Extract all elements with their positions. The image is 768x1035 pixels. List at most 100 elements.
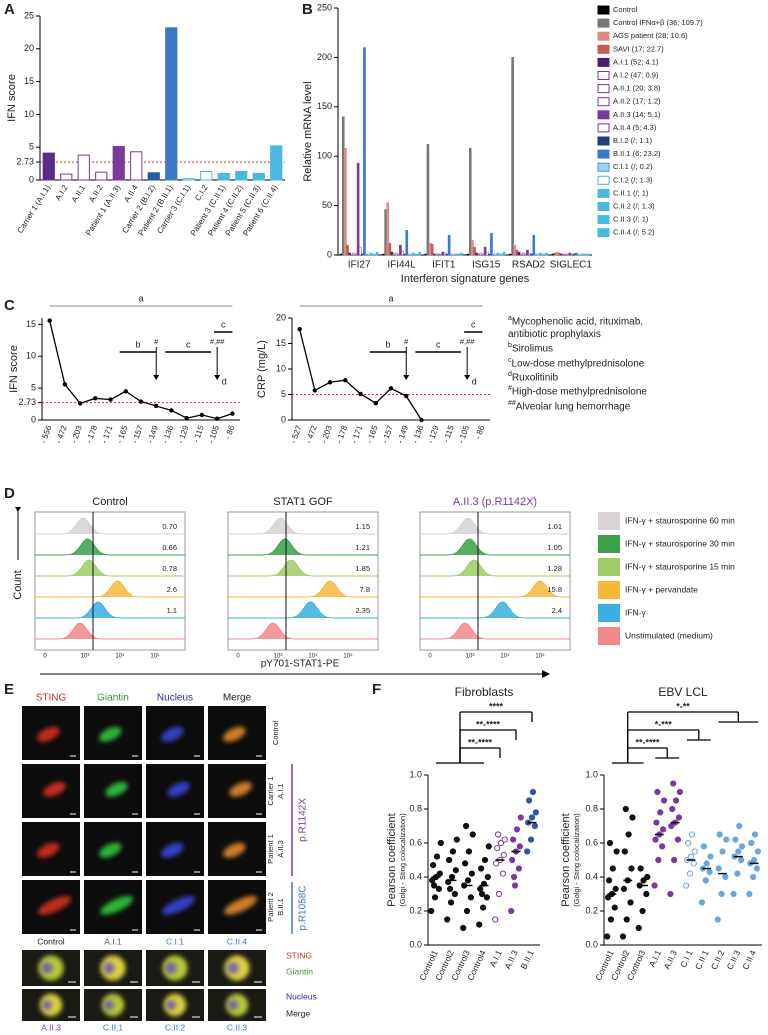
data-point (723, 836, 730, 843)
cell-signal (38, 895, 72, 915)
data-point (651, 882, 658, 889)
legend-swatch (597, 31, 610, 41)
bar (587, 253, 591, 256)
bar (407, 253, 411, 256)
data-point (430, 882, 438, 889)
legend-label: Control IFNα+β (36; 109.7) (613, 18, 703, 27)
x-tick-label: - 556 (39, 424, 54, 445)
flow-x-tick-label: 10³ (466, 654, 475, 660)
column-header: Nucleus (157, 693, 193, 704)
x-tick-label: A.I.1 (647, 948, 664, 968)
bar (517, 251, 521, 256)
bar (555, 251, 559, 256)
data-point (684, 839, 692, 847)
legend-swatch (598, 627, 620, 645)
bar (441, 251, 445, 256)
data-point (703, 860, 710, 867)
data-point (686, 870, 694, 877)
histogram (227, 538, 379, 556)
annotation-label: # (404, 337, 409, 346)
legend-swatch (598, 604, 620, 622)
mfi-label: 0.78 (162, 564, 177, 573)
note-text: Alveolar lung hemorrhage (515, 400, 631, 412)
data-point (628, 865, 635, 872)
data-point (469, 831, 476, 838)
data-point (605, 894, 612, 901)
y-tick-label: 0 (29, 174, 34, 184)
bar (454, 253, 457, 256)
nucleus-signal (227, 962, 239, 974)
mfi-label: 1.01 (547, 522, 562, 531)
flow-y-label: Count (12, 570, 24, 599)
note: aMycophenolic acid, rituximab, antibioti… (508, 314, 673, 341)
bar (583, 253, 586, 256)
x-tick-label: Carrier 1 (A.I.1) (15, 183, 52, 235)
data-point (688, 831, 695, 838)
note: dRuxolitinib (508, 370, 673, 384)
data-point (494, 845, 501, 852)
bar (445, 253, 449, 256)
data-point (230, 411, 235, 416)
bar (494, 253, 497, 256)
data-point (627, 899, 634, 906)
flow-x-tick-label: 0 (43, 654, 47, 660)
data-point (619, 933, 627, 940)
data-point (754, 848, 761, 855)
histogram (419, 580, 571, 598)
data-point (483, 894, 490, 901)
x-tick-label: RSAD2 (512, 260, 546, 271)
y-axis-label: CRP (mg/L) (256, 340, 268, 398)
flow-x-tick-label: 10⁵ (343, 653, 353, 660)
nucleus-signal (41, 962, 53, 974)
arrow-head (464, 375, 471, 380)
x-tick-label: A.II.1 (70, 183, 88, 204)
cell-signal (229, 781, 252, 797)
legend-label: A.II.4 (5; 4.3) (613, 123, 657, 132)
legend-swatch (597, 110, 610, 120)
flow-x-tick-label: 10⁵ (150, 653, 160, 660)
data-point (690, 860, 697, 867)
mfi-label: 15.8 (547, 585, 562, 594)
data-point (478, 865, 485, 872)
y-tick-label: 25 (24, 10, 34, 20)
y-tick-label: 1.0 (585, 769, 598, 779)
data-point (433, 853, 441, 860)
chart-title: Fibroblasts (455, 685, 514, 699)
data-point (611, 904, 618, 911)
legend-swatch (597, 215, 610, 225)
data-point (484, 873, 491, 881)
y-axis-label: Relative mRNA level (302, 81, 314, 181)
data-point (467, 894, 474, 901)
note-text: Mycophenolic acid, rituximab, antibiotic… (508, 316, 644, 341)
bar (447, 234, 451, 256)
bar (545, 252, 548, 256)
data-point (687, 853, 695, 860)
bar (452, 253, 455, 256)
data-point (629, 814, 636, 821)
data-point (511, 882, 519, 889)
y-tick-label: 250 (317, 2, 332, 12)
data-point (138, 399, 144, 404)
data-point (297, 327, 302, 332)
bar (341, 116, 345, 256)
data-point (622, 805, 629, 813)
bar (388, 242, 392, 256)
data-point (620, 885, 628, 893)
significance-label: *-*** (655, 719, 673, 729)
bar (403, 253, 406, 256)
bar (361, 253, 364, 256)
legend-label: B.II.1 (6; 23.2) (613, 149, 661, 158)
x-tick-label: Patient 1 (A.II.3) (84, 183, 122, 237)
histogram (419, 559, 571, 577)
arrow-head (214, 375, 221, 380)
y-tick-label: 0 (281, 414, 286, 424)
bar (496, 252, 500, 256)
data-point (312, 388, 318, 393)
bar (574, 252, 578, 256)
panel-letter: F (372, 681, 381, 698)
annotation-label: b (385, 339, 390, 349)
bar (443, 252, 447, 256)
x-tick-label: - 129 (176, 424, 191, 445)
